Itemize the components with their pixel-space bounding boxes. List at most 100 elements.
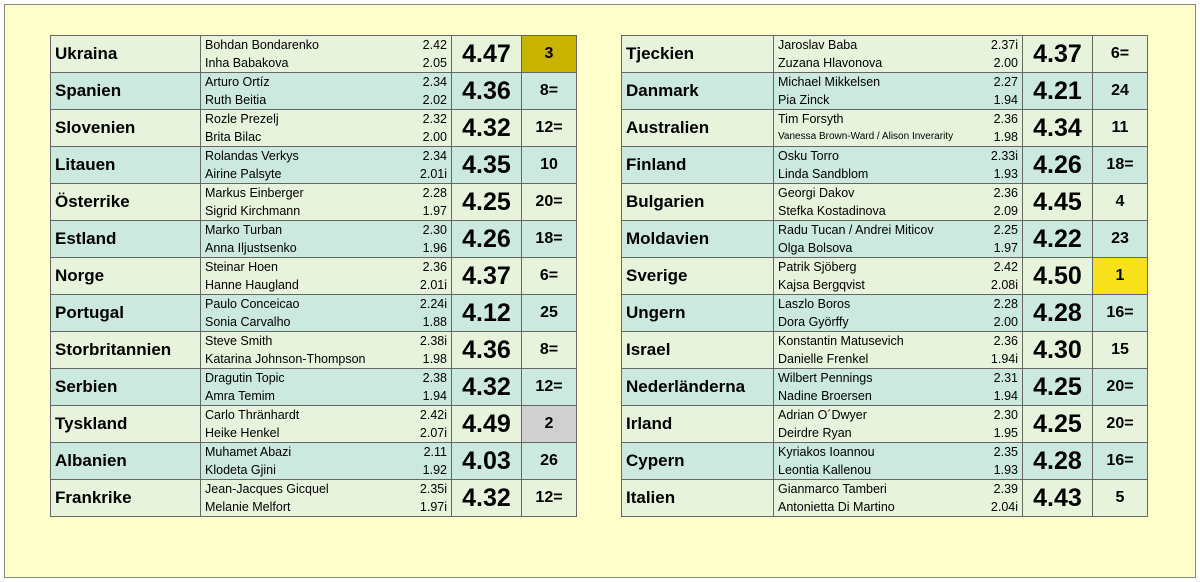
- total-height: 4.43: [1022, 479, 1093, 517]
- female-height: 2.07i: [419, 426, 447, 440]
- country-name: Italien: [621, 479, 774, 517]
- female-athlete-name: Vanessa Brown-Ward / Alison Inverarity: [778, 131, 954, 142]
- rank: 8=: [521, 72, 577, 110]
- team-row: Spanien Arturo Ortíz Ruth Beitia 2.34 2.02 4.…: [50, 72, 577, 110]
- total-height: 4.45: [1022, 183, 1093, 221]
- heights-cell: 2.38i 1.98: [405, 331, 452, 369]
- male-athlete-name: Patrik Sjöberg: [778, 260, 857, 274]
- heights-cell: 2.36 2.01i: [405, 257, 452, 295]
- athletes-cell: Muhamet Abazi Klodeta Gjini: [200, 442, 406, 480]
- rank: 16=: [1092, 442, 1148, 480]
- total-height: 4.37: [451, 257, 522, 295]
- male-athlete-name: Tim Forsyth: [778, 112, 844, 126]
- female-height: 2.09: [993, 204, 1018, 218]
- female-height: 2.08i: [990, 278, 1018, 292]
- rank: 8=: [521, 331, 577, 369]
- country-name: Serbien: [50, 368, 201, 406]
- country-name: Cypern: [621, 442, 774, 480]
- country-name: Norge: [50, 257, 201, 295]
- team-row: Österrike Markus Einberger Sigrid Kirchman…: [50, 183, 577, 221]
- heights-cell: 2.36 1.98: [978, 109, 1023, 147]
- athletes-cell: Konstantin Matusevich Danielle Frenkel: [773, 331, 979, 369]
- rank: 18=: [521, 220, 577, 258]
- male-height: 2.36: [993, 334, 1018, 348]
- team-row: Bulgarien Georgi Dakov Stefka Kostadinova 2…: [621, 183, 1148, 221]
- team-row: Moldavien Radu Tucan / Andrei Miticov Olga…: [621, 220, 1148, 258]
- male-height: 2.39: [993, 482, 1018, 496]
- female-athlete-name: Anna Iljustsenko: [205, 241, 297, 255]
- athletes-cell: Dragutin Topic Amra Temim: [200, 368, 406, 406]
- athletes-cell: Osku Torro Linda Sandblom: [773, 146, 979, 184]
- team-row: Sverige Patrik Sjöberg Kajsa Bergqvist 2.42…: [621, 257, 1148, 295]
- female-height: 2.00: [993, 56, 1018, 70]
- heights-cell: 2.36 1.94i: [978, 331, 1023, 369]
- country-name: Moldavien: [621, 220, 774, 258]
- male-athlete-name: Dragutin Topic: [205, 371, 285, 385]
- male-athlete-name: Laszlo Boros: [778, 297, 851, 311]
- female-height: 2.05: [422, 56, 447, 70]
- country-name: Storbritannien: [50, 331, 201, 369]
- total-height: 4.26: [451, 220, 522, 258]
- female-athlete-name: Stefka Kostadinova: [778, 204, 886, 218]
- female-athlete-name: Danielle Frenkel: [778, 352, 869, 366]
- athletes-cell: Bohdan Bondarenko Inha Babakova: [200, 35, 406, 73]
- country-name: Österrike: [50, 183, 201, 221]
- rank: 26: [521, 442, 577, 480]
- male-height: 2.24i: [419, 297, 447, 311]
- athletes-cell: Jean-Jacques Gicquel Melanie Melfort: [200, 479, 406, 517]
- male-height: 2.35: [993, 445, 1018, 459]
- female-athlete-name: Pia Zinck: [778, 93, 830, 107]
- female-athlete-name: Hanne Haugland: [205, 278, 299, 292]
- heights-cell: 2.42i 2.07i: [405, 405, 452, 443]
- female-height: 1.96: [422, 241, 447, 255]
- team-row: Tjeckien Jaroslav Baba Zuzana Hlavonova 2.3…: [621, 35, 1148, 73]
- country-name: Slovenien: [50, 109, 201, 147]
- male-height: 2.25: [993, 223, 1018, 237]
- total-height: 4.32: [451, 479, 522, 517]
- male-height: 2.27: [993, 75, 1018, 89]
- female-height: 2.01i: [419, 278, 447, 292]
- male-athlete-name: Muhamet Abazi: [205, 445, 292, 459]
- country-name: Sverige: [621, 257, 774, 295]
- rank: 5: [1092, 479, 1148, 517]
- athletes-cell: Georgi Dakov Stefka Kostadinova: [773, 183, 979, 221]
- female-athlete-name: Zuzana Hlavonova: [778, 56, 883, 70]
- female-athlete-name: Deirdre Ryan: [778, 426, 852, 440]
- female-height: 1.93: [993, 463, 1018, 477]
- results-table-right: Tjeckien Jaroslav Baba Zuzana Hlavonova 2.3…: [621, 35, 1148, 517]
- female-height: 1.94: [422, 389, 447, 403]
- team-row: Slovenien Rozle Prezelj Brita Bilac 2.32 2.0…: [50, 109, 577, 147]
- female-height: 1.88: [422, 315, 447, 329]
- athletes-cell: Michael Mikkelsen Pia Zinck: [773, 72, 979, 110]
- athletes-cell: Markus Einberger Sigrid Kirchmann: [200, 183, 406, 221]
- female-athlete-name: Linda Sandblom: [778, 167, 869, 181]
- country-name: Irland: [621, 405, 774, 443]
- rank: 25: [521, 294, 577, 332]
- country-name: Tjeckien: [621, 35, 774, 73]
- athletes-cell: Steinar Hoen Hanne Haugland: [200, 257, 406, 295]
- female-athlete-name: Kajsa Bergqvist: [778, 278, 865, 292]
- rank: 20=: [1092, 368, 1148, 406]
- rank: 23: [1092, 220, 1148, 258]
- total-height: 4.32: [451, 109, 522, 147]
- athletes-cell: Laszlo Boros Dora Györffy: [773, 294, 979, 332]
- team-row: Israel Konstantin Matusevich Danielle Fren…: [621, 331, 1148, 369]
- female-athlete-name: Katarina Johnson-Thompson: [205, 352, 366, 366]
- country-name: Portugal: [50, 294, 201, 332]
- male-height: 2.34: [422, 149, 447, 163]
- female-height: 1.97: [993, 241, 1018, 255]
- total-height: 4.22: [1022, 220, 1093, 258]
- male-height: 2.34: [422, 75, 447, 89]
- male-height: 2.36: [993, 186, 1018, 200]
- total-height: 4.37: [1022, 35, 1093, 73]
- heights-cell: 2.34 2.01i: [405, 146, 452, 184]
- heights-cell: 2.35 1.93: [978, 442, 1023, 480]
- heights-cell: 2.30 1.95: [978, 405, 1023, 443]
- male-athlete-name: Markus Einberger: [205, 186, 304, 200]
- total-height: 4.12: [451, 294, 522, 332]
- female-athlete-name: Heike Henkel: [205, 426, 280, 440]
- female-height: 1.92: [422, 463, 447, 477]
- team-row: Finland Osku Torro Linda Sandblom 2.33i 1.93…: [621, 146, 1148, 184]
- female-height: 1.93: [993, 167, 1018, 181]
- female-athlete-name: Olga Bolsova: [778, 241, 853, 255]
